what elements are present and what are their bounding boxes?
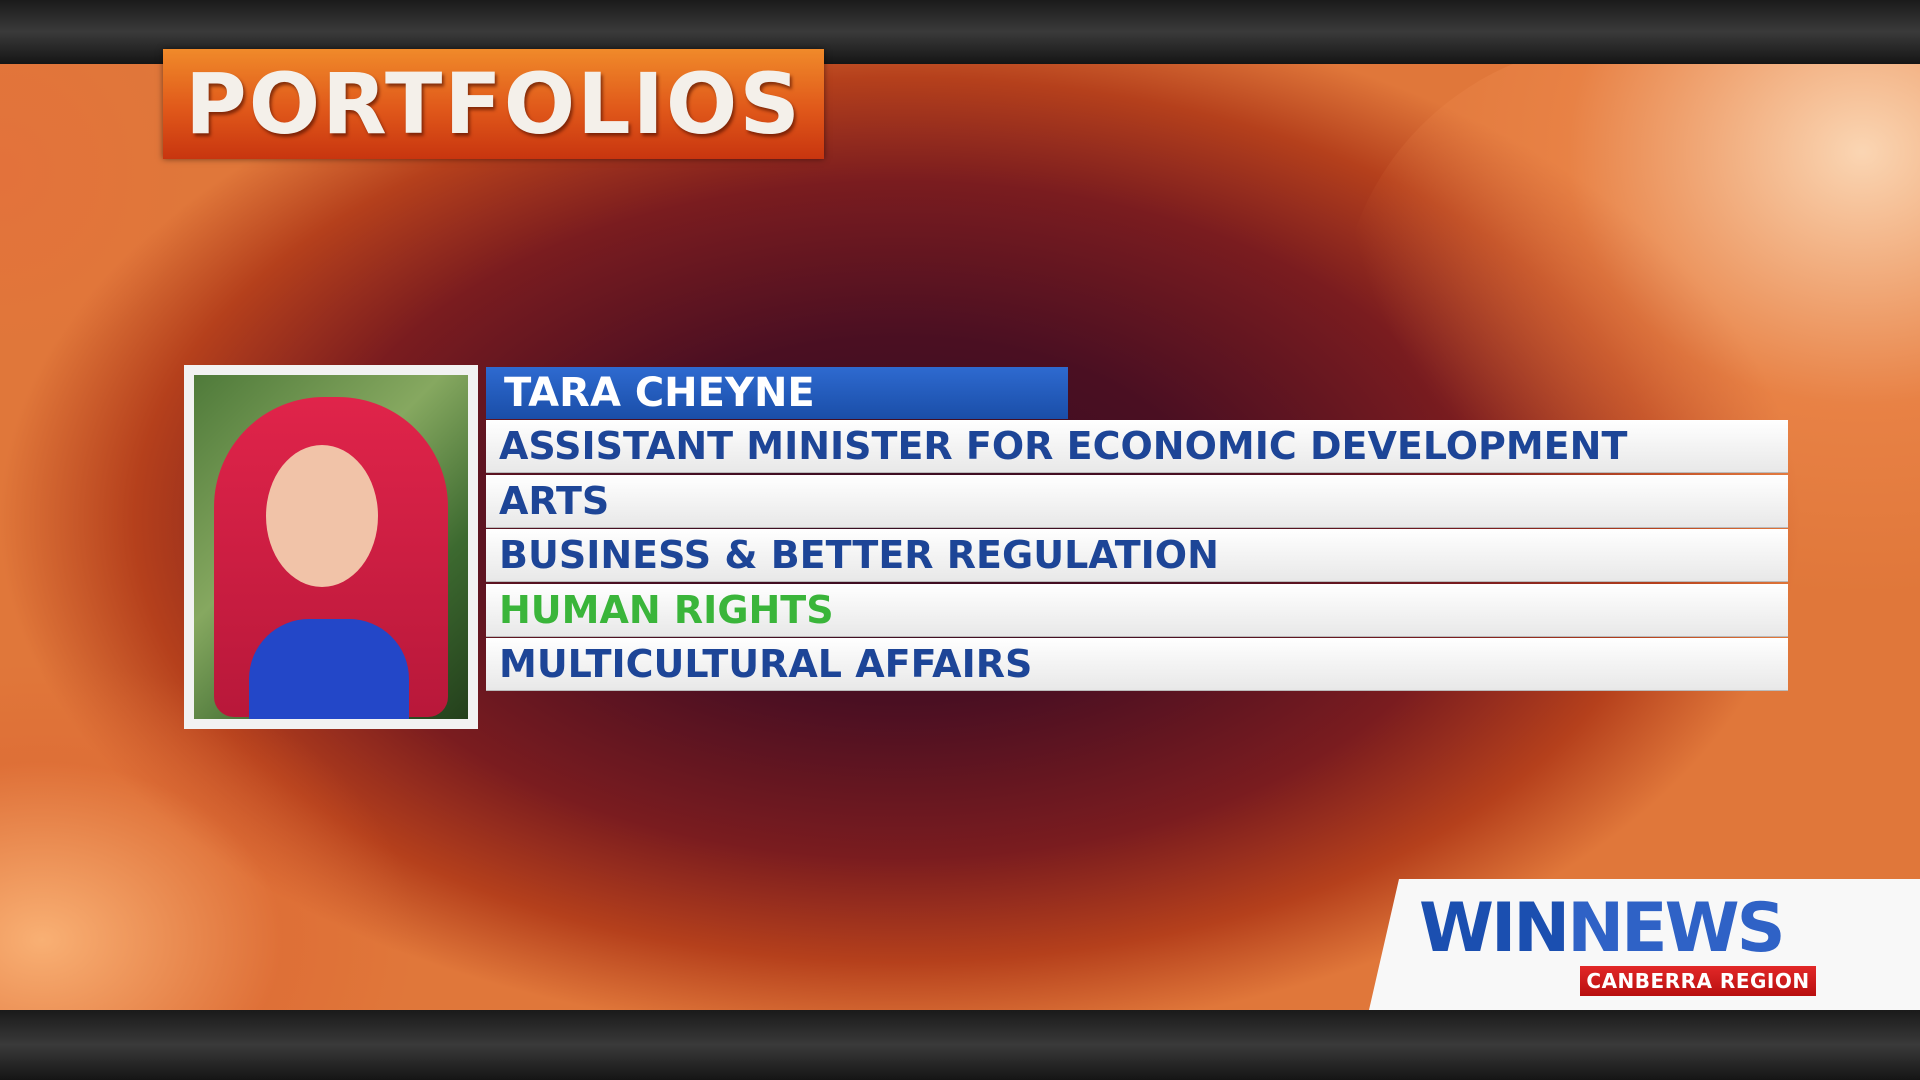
portfolio-label: BUSINESS & BETTER REGULATION [499,533,1219,577]
portfolio-label: MULTICULTURAL AFFAIRS [499,642,1033,686]
logo-region-tag: CANBERRA REGION [1580,966,1816,996]
portfolio-label: ARTS [499,478,610,523]
page-title: PORTFOLIOS [185,55,802,153]
portrait-photo [194,375,468,719]
person-name: TARA CHEYNE [504,370,815,416]
portrait-frame [184,365,478,729]
portfolio-label: ASSISTANT MINISTER FOR ECONOMIC DEVELOPM… [499,424,1628,468]
portfolio-row: BUSINESS & BETTER REGULATION [486,529,1788,582]
name-bar: TARA CHEYNE [486,367,1068,419]
win-news-logo: WINNEWS CANBERRA REGION [1369,879,1920,1010]
portfolio-list: ASSISTANT MINISTER FOR ECONOMIC DEVELOPM… [486,420,1788,693]
portrait-face [266,445,378,587]
portfolio-label: HUMAN RIGHTS [499,587,834,632]
portfolio-row: ARTS [486,474,1788,528]
portfolio-row: MULTICULTURAL AFFAIRS [486,638,1788,691]
logo-news: NEWS [1567,889,1785,968]
portfolio-row: ASSISTANT MINISTER FOR ECONOMIC DEVELOPM… [486,420,1788,473]
portfolio-row-highlighted: HUMAN RIGHTS [486,583,1788,637]
logo-wordmark: WINNEWS [1419,895,1786,963]
logo-win: WIN [1419,889,1570,968]
portrait-clothes [249,619,409,719]
title-banner: PORTFOLIOS [163,49,824,159]
letterbox-bottom [0,1010,1920,1080]
